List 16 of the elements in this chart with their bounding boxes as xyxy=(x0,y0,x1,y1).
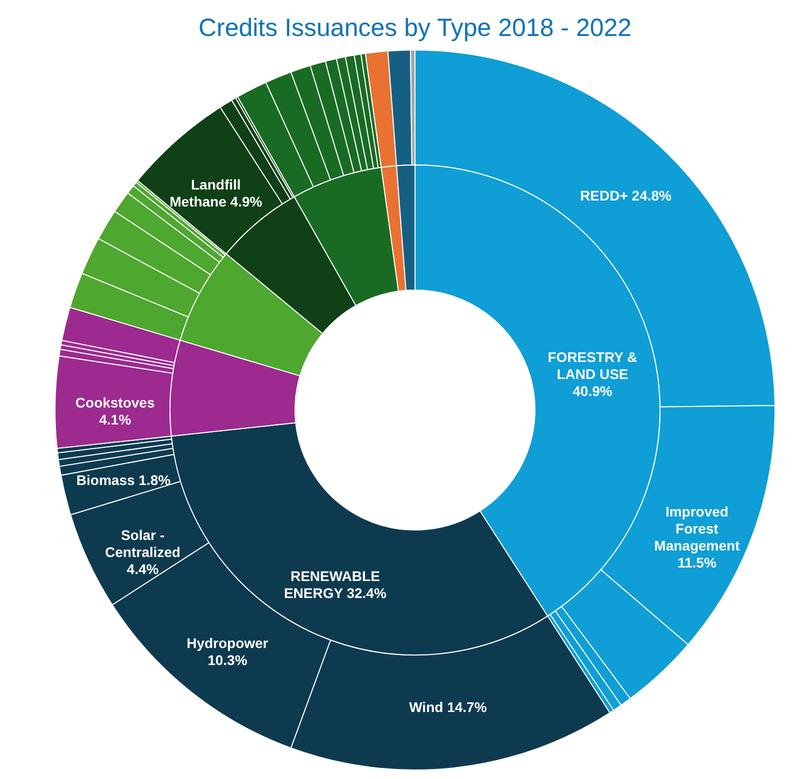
data-label: 4.4% xyxy=(126,561,160,578)
data-label: 40.9% xyxy=(572,382,613,399)
slice-label: REDD+ 24.8% xyxy=(580,188,672,204)
data-label: 4.1% xyxy=(99,411,132,428)
data-label: 11.5% xyxy=(677,554,717,571)
slice-label: RENEWABLE ENERGY 32.4% xyxy=(284,568,387,601)
slice-label: FORESTRY & LAND USE xyxy=(548,348,638,382)
slice-label: Solar - Centralized xyxy=(105,527,180,560)
slice-label: Cookstoves xyxy=(75,394,155,410)
slice-label: Landfill Methane 4.9% xyxy=(170,176,263,210)
slice-label: Biomass 1.8% xyxy=(76,472,172,488)
slice-label: Hydropower xyxy=(186,635,269,652)
slice-label: Wind 14.7% xyxy=(409,699,488,716)
slice-label: Improved Forest Management xyxy=(654,504,740,554)
data-label: 10.3% xyxy=(208,652,248,668)
chart-title: Credits Issuances by Type 2018 - 2022 xyxy=(198,14,632,42)
